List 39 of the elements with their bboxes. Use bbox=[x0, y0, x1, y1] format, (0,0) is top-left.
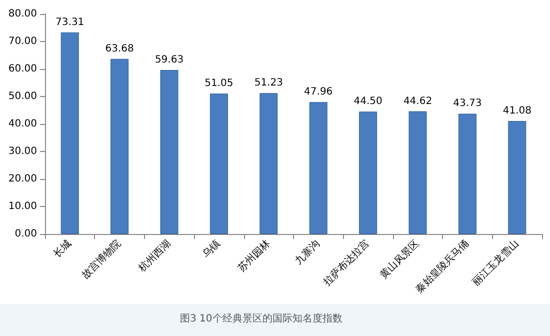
bar bbox=[359, 112, 378, 234]
bar bbox=[60, 32, 79, 234]
data-label: 47.96 bbox=[304, 86, 333, 98]
y-tick-label: 80.00 bbox=[8, 8, 37, 20]
bar bbox=[408, 111, 427, 234]
data-label: 73.31 bbox=[56, 16, 84, 28]
x-tick-label: 杭州西湖 bbox=[136, 237, 174, 275]
x-tick-label: 黄山风景区 bbox=[378, 237, 422, 282]
x-tick-label: 丽江玉龙雪山 bbox=[470, 237, 522, 288]
y-tick-label: 70.00 bbox=[8, 36, 37, 47]
x-tick-label: 长城 bbox=[51, 237, 74, 260]
data-label: 43.73 bbox=[453, 98, 482, 110]
data-label: 51.05 bbox=[204, 78, 234, 90]
x-tick-label: 拉萨布达拉宫 bbox=[321, 237, 372, 288]
bar bbox=[110, 58, 129, 234]
data-label: 51.23 bbox=[254, 78, 283, 89]
data-label: 41.08 bbox=[502, 106, 532, 117]
y-tick-label: 30.00 bbox=[8, 146, 37, 157]
bar bbox=[309, 102, 328, 234]
y-tick-label: 50.00 bbox=[8, 91, 37, 102]
y-tick-label: 60.00 bbox=[8, 64, 37, 74]
x-tick-label: 乌镇 bbox=[200, 237, 223, 260]
bar bbox=[260, 93, 278, 234]
y-tick-label: 40.00 bbox=[8, 118, 37, 130]
x-tick-label: 苏州园林 bbox=[236, 237, 273, 274]
bar bbox=[508, 121, 526, 234]
x-tick-label: 故宫博物院 bbox=[80, 237, 124, 282]
bar bbox=[160, 70, 178, 234]
data-label: 44.62 bbox=[403, 96, 432, 107]
data-label: 44.50 bbox=[354, 96, 382, 108]
data-label: 59.63 bbox=[154, 54, 184, 66]
y-tick-label: 10.00 bbox=[8, 201, 37, 212]
data-label: 63.68 bbox=[105, 43, 134, 54]
bar bbox=[458, 114, 476, 234]
bar bbox=[210, 94, 228, 234]
caption: 图3 10个经典景区的国际知名度指数 bbox=[180, 312, 342, 324]
y-tick-label: 20.00 bbox=[8, 174, 37, 184]
x-tick-label: 九寨沟 bbox=[292, 237, 322, 268]
y-tick-label: 0.00 bbox=[14, 228, 37, 240]
